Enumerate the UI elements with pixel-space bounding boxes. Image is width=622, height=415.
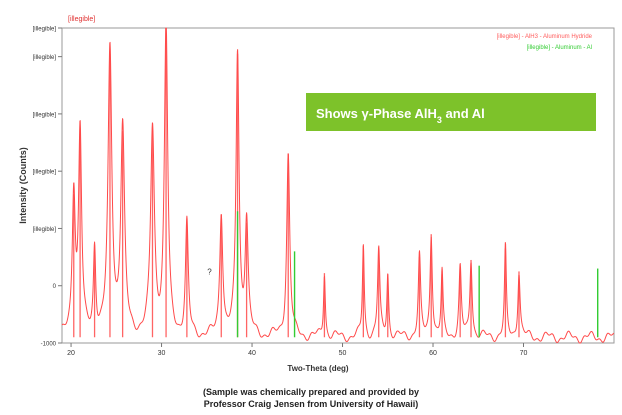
legend-entry: [illegible] - AlH3 - Aluminum Hydride bbox=[497, 34, 593, 40]
x-tick-label: 60 bbox=[429, 350, 437, 357]
y-tick-label: [illegible] bbox=[33, 112, 57, 118]
y-tick-label: [illegible] bbox=[33, 27, 57, 33]
x-tick-label: 30 bbox=[158, 350, 166, 357]
series-alh3-pattern bbox=[61, 27, 615, 344]
x-tick-label: 70 bbox=[520, 350, 528, 357]
y-tick-label: 0 bbox=[53, 284, 57, 290]
plot-frame bbox=[61, 27, 615, 344]
x-tick-label: 40 bbox=[248, 350, 256, 357]
y-tick-label: [illegible] bbox=[33, 227, 57, 233]
caption-line-1: (Sample was chemically prepared and prov… bbox=[202, 387, 420, 397]
x-axis-label: Two-Theta (deg) bbox=[287, 364, 349, 373]
callout-box bbox=[306, 93, 596, 131]
y-tick-label: -1000 bbox=[41, 342, 57, 348]
callout-text: Shows γ-Phase AlH3 and Al bbox=[316, 106, 485, 125]
x-tick-label: 50 bbox=[339, 350, 347, 357]
y-axis-label: Intensity (Counts) bbox=[18, 147, 28, 224]
peak-annotation: ? bbox=[207, 267, 212, 276]
y-tick-label: [illegible] bbox=[33, 170, 57, 176]
y-tick-label: [illegible] bbox=[33, 55, 57, 61]
caption-line-2: Professor Craig Jensen from University o… bbox=[203, 399, 419, 409]
x-tick-label: 20 bbox=[67, 350, 75, 357]
legend-entry: [illegible] - Aluminum - Al bbox=[527, 45, 592, 51]
chart-title: [illegible] bbox=[68, 16, 95, 23]
